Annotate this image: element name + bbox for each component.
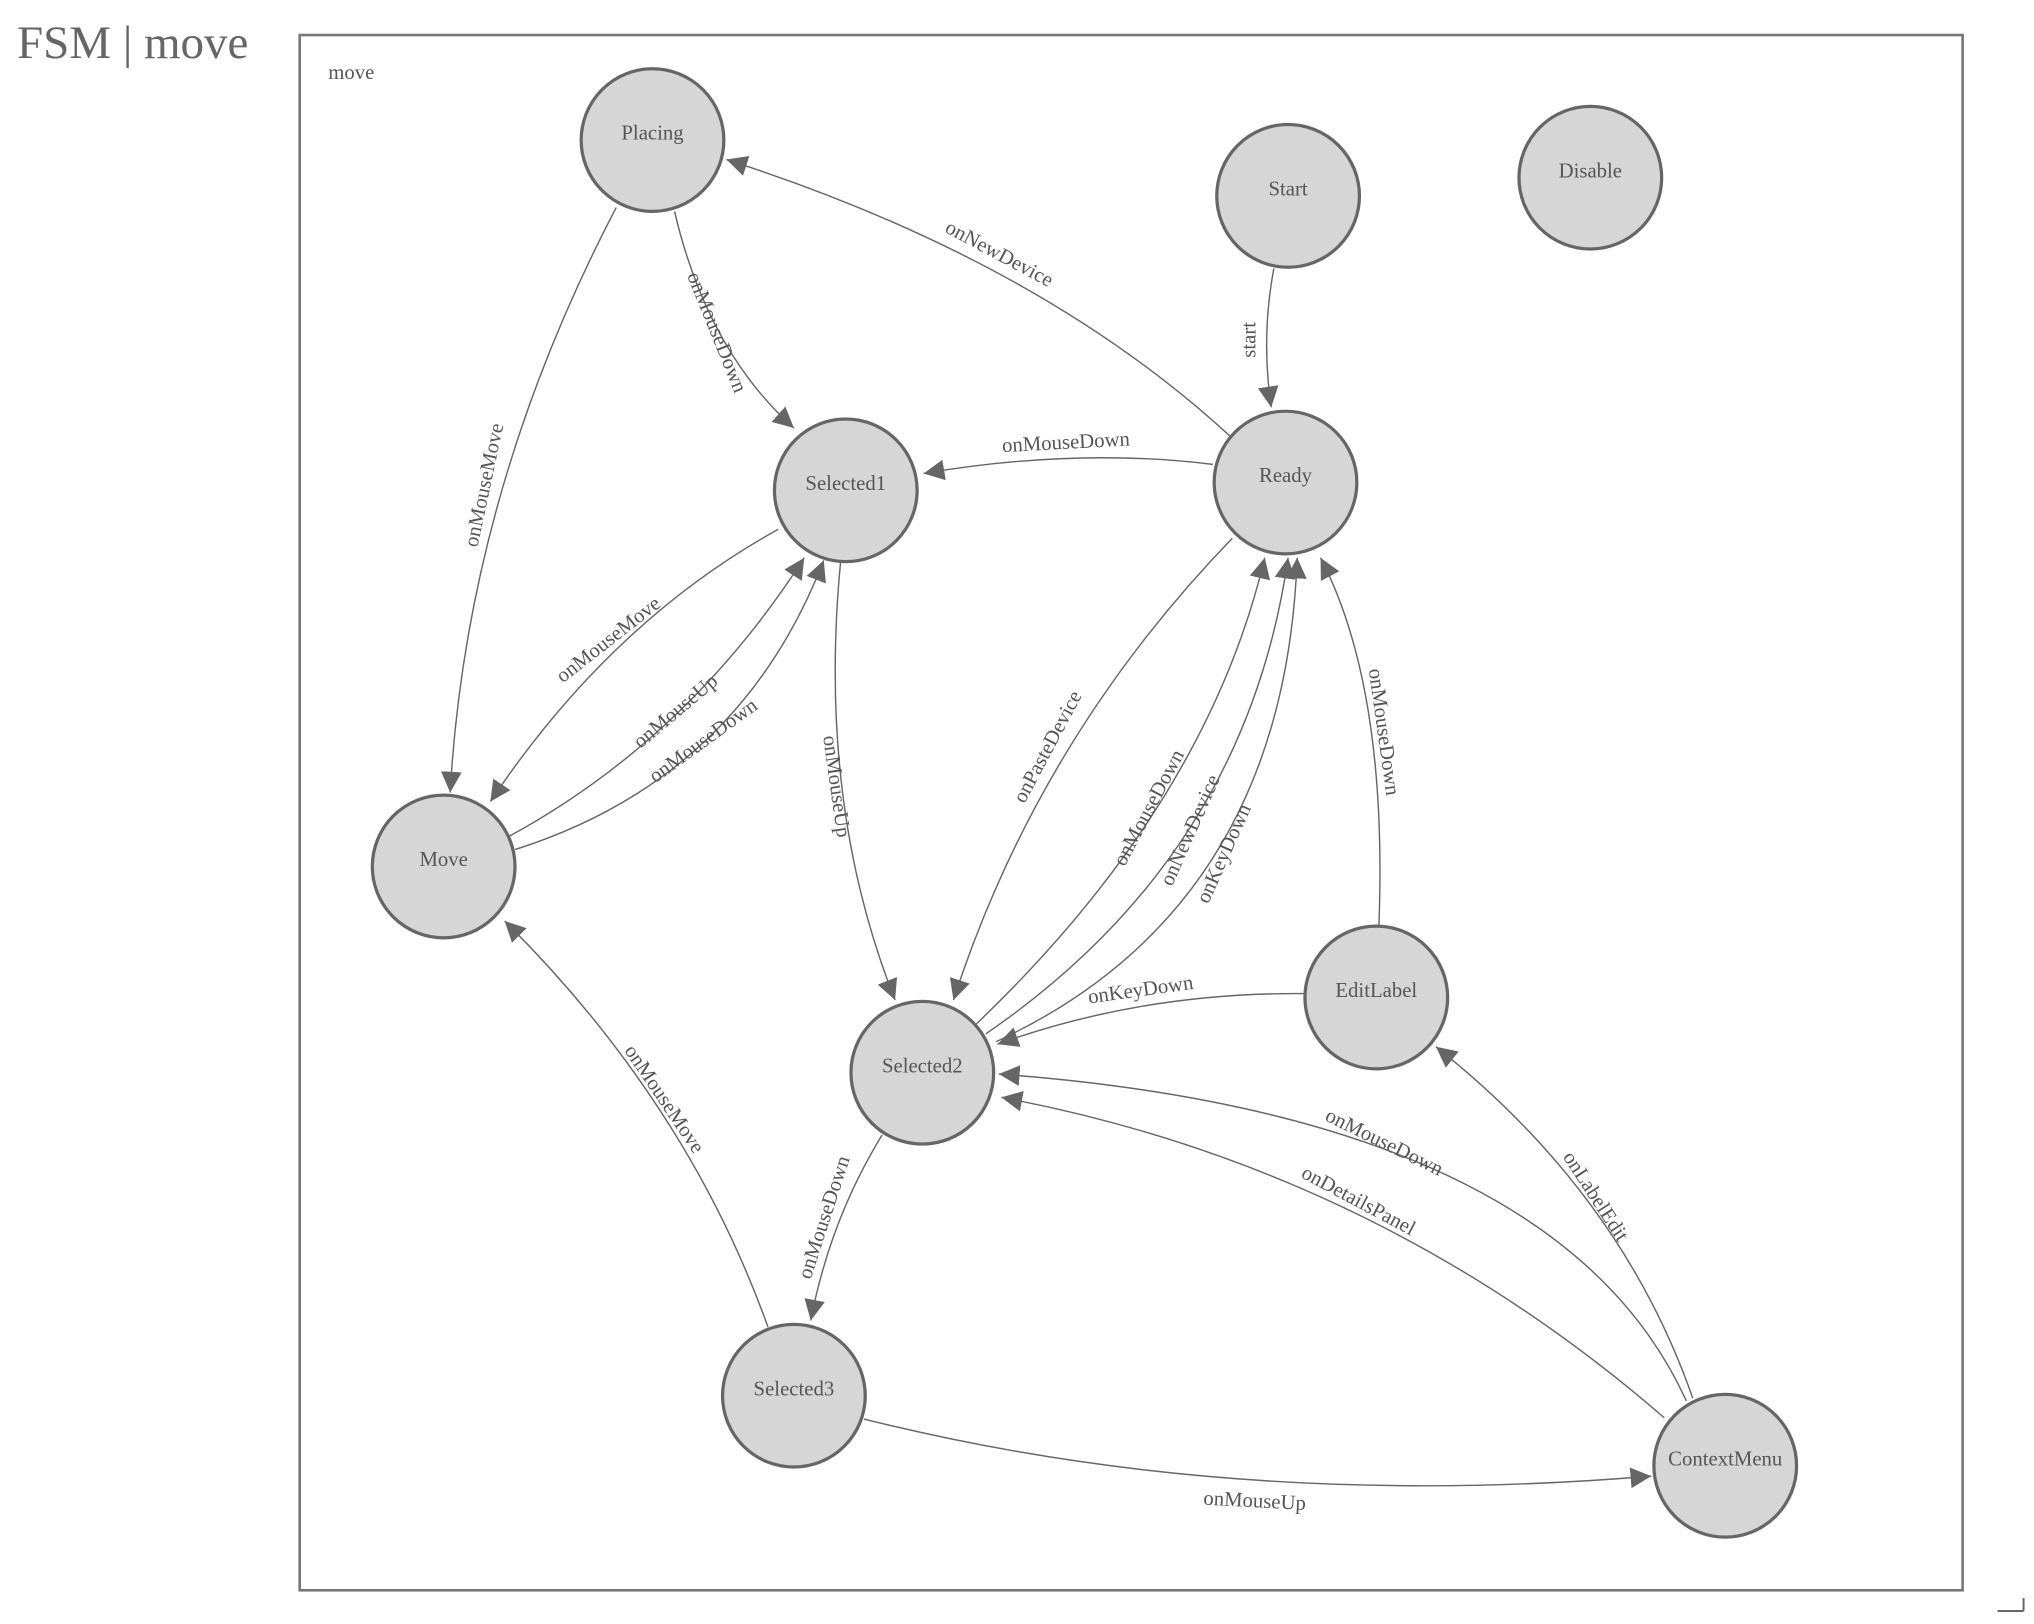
transition-edge: onDetailsPanel [1001, 1090, 1665, 1419]
transition-edge: onMouseMove [504, 920, 769, 1328]
state-circle[interactable] [720, 1322, 867, 1469]
container-label: move [328, 62, 374, 84]
state-node-editlabel[interactable]: EditLabel [1303, 924, 1450, 1071]
transition-arrow [1319, 557, 1381, 927]
state-node-placing[interactable]: Placing [579, 67, 726, 214]
state-circle[interactable] [1517, 104, 1664, 251]
transition-edge: onMouseDown [923, 428, 1213, 481]
state-circle[interactable] [772, 417, 919, 564]
transition-arrow [489, 528, 779, 803]
transition-arrow [1435, 1046, 1694, 1399]
transition-arrow [804, 1134, 883, 1321]
state-circle[interactable] [1215, 122, 1362, 269]
transition-arrow [985, 557, 1296, 1035]
transition-label: onMouseDown [682, 269, 751, 396]
transition-arrow [995, 557, 1307, 1043]
state-label: ContextMenu [1668, 1448, 1783, 1470]
transition-edge: onPasteDevice [949, 537, 1233, 1001]
transition-arrow [440, 207, 617, 793]
transition-edge: onNewDevice [726, 156, 1231, 437]
transition-arrow [949, 537, 1233, 1001]
transition-edge: onMouseDown [794, 1134, 883, 1321]
state-label: Selected2 [882, 1055, 963, 1077]
state-label: Selected3 [754, 1378, 835, 1400]
state-node-ready[interactable]: Ready [1212, 409, 1359, 556]
state-circle[interactable] [579, 67, 726, 214]
transition-arrow [504, 920, 769, 1328]
transition-edge: onLabelEdit [1435, 1046, 1694, 1399]
transition-arrow [997, 992, 1304, 1047]
transition-edge: onKeyDown [997, 972, 1304, 1047]
state-label: Ready [1259, 465, 1313, 487]
page-title: FSM | move [17, 17, 249, 69]
state-node-selected1[interactable]: Selected1 [772, 417, 919, 564]
transition-label: onMouseMove [552, 593, 665, 688]
state-node-start[interactable]: Start [1215, 122, 1362, 269]
transition-label: start [1239, 322, 1261, 358]
transition-arrow [508, 557, 805, 838]
state-circle[interactable] [849, 999, 996, 1146]
resize-handle[interactable] [1997, 1598, 2025, 1613]
state-node-selected3[interactable]: Selected3 [720, 1322, 867, 1469]
transition-arrow [974, 557, 1271, 1026]
state-circle[interactable] [370, 793, 517, 940]
transition-edge: onMouseMove [440, 207, 617, 793]
transition-label: onMouseDown [1002, 428, 1132, 457]
state-label: Disable [1559, 160, 1622, 182]
transition-arrow [726, 156, 1231, 437]
transition-arrow [1001, 1090, 1665, 1419]
transition-arrow [834, 561, 898, 1001]
transition-edge: onMouseMove [489, 528, 779, 803]
state-label: EditLabel [1335, 980, 1417, 1002]
transition-label: onDetailsPanel [1298, 1162, 1419, 1241]
transition-arrow [923, 457, 1213, 481]
transition-arrow [998, 1065, 1687, 1402]
transition-edge: onMouseUp [818, 561, 898, 1001]
transition-label: onNewDevice [942, 217, 1057, 292]
transition-edge: onMouseUp [863, 1418, 1652, 1515]
transition-label: onMouseUp [818, 734, 854, 839]
state-label: Selected1 [805, 473, 886, 495]
transition-arrow [863, 1418, 1652, 1489]
state-circle[interactable] [1303, 924, 1450, 1071]
state-label: Move [419, 849, 467, 871]
transition-label: onMouseUp [1203, 1488, 1307, 1515]
transition-label: onMouseMove [461, 421, 509, 548]
state-node-disable[interactable]: Disable [1517, 104, 1664, 251]
state-node-contextmenu[interactable]: ContextMenu [1652, 1392, 1799, 1539]
state-label: Placing [621, 123, 683, 145]
state-node-move[interactable]: Move [370, 793, 517, 940]
transition-edge: onMouseDown [673, 211, 795, 429]
transition-label: onMouseDown [1364, 667, 1404, 797]
state-container [298, 33, 1964, 1592]
transition-arrow [673, 211, 795, 429]
transition-label: onMouseMove [620, 1041, 709, 1157]
state-circle[interactable] [1212, 409, 1359, 556]
transition-label: onPasteDevice [1009, 687, 1086, 806]
transition-label: onMouseDown [1322, 1105, 1447, 1181]
state-node-selected2[interactable]: Selected2 [849, 999, 996, 1146]
transition-edge: onMouseDown [1319, 557, 1404, 927]
state-circle[interactable] [1652, 1392, 1799, 1539]
transition-arrow [514, 560, 826, 851]
transition-label: onLabelEdit [1558, 1148, 1632, 1246]
transition-arrow [1257, 268, 1279, 408]
state-label: Start [1268, 178, 1307, 200]
transition-edge: start [1239, 268, 1279, 408]
